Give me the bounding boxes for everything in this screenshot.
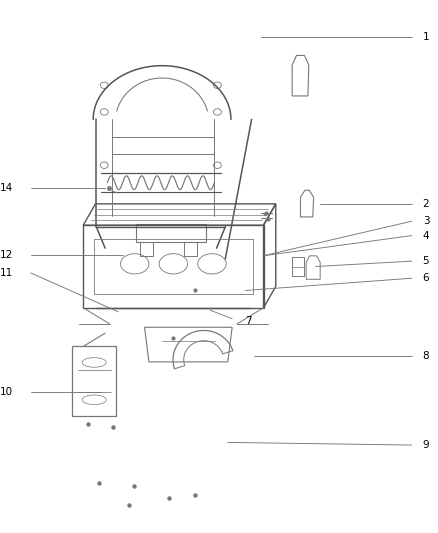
Text: 2: 2 bbox=[423, 199, 429, 208]
Text: 3: 3 bbox=[423, 216, 429, 226]
Text: 12: 12 bbox=[0, 250, 13, 260]
Text: 10: 10 bbox=[0, 387, 13, 397]
Text: 9: 9 bbox=[423, 440, 429, 450]
Text: 4: 4 bbox=[423, 231, 429, 240]
Text: 8: 8 bbox=[423, 351, 429, 361]
Text: 7: 7 bbox=[245, 316, 252, 326]
Text: 5: 5 bbox=[423, 256, 429, 266]
Text: 1: 1 bbox=[423, 33, 429, 42]
Text: 14: 14 bbox=[0, 183, 13, 192]
Text: 6: 6 bbox=[423, 273, 429, 283]
Text: 11: 11 bbox=[0, 268, 13, 278]
